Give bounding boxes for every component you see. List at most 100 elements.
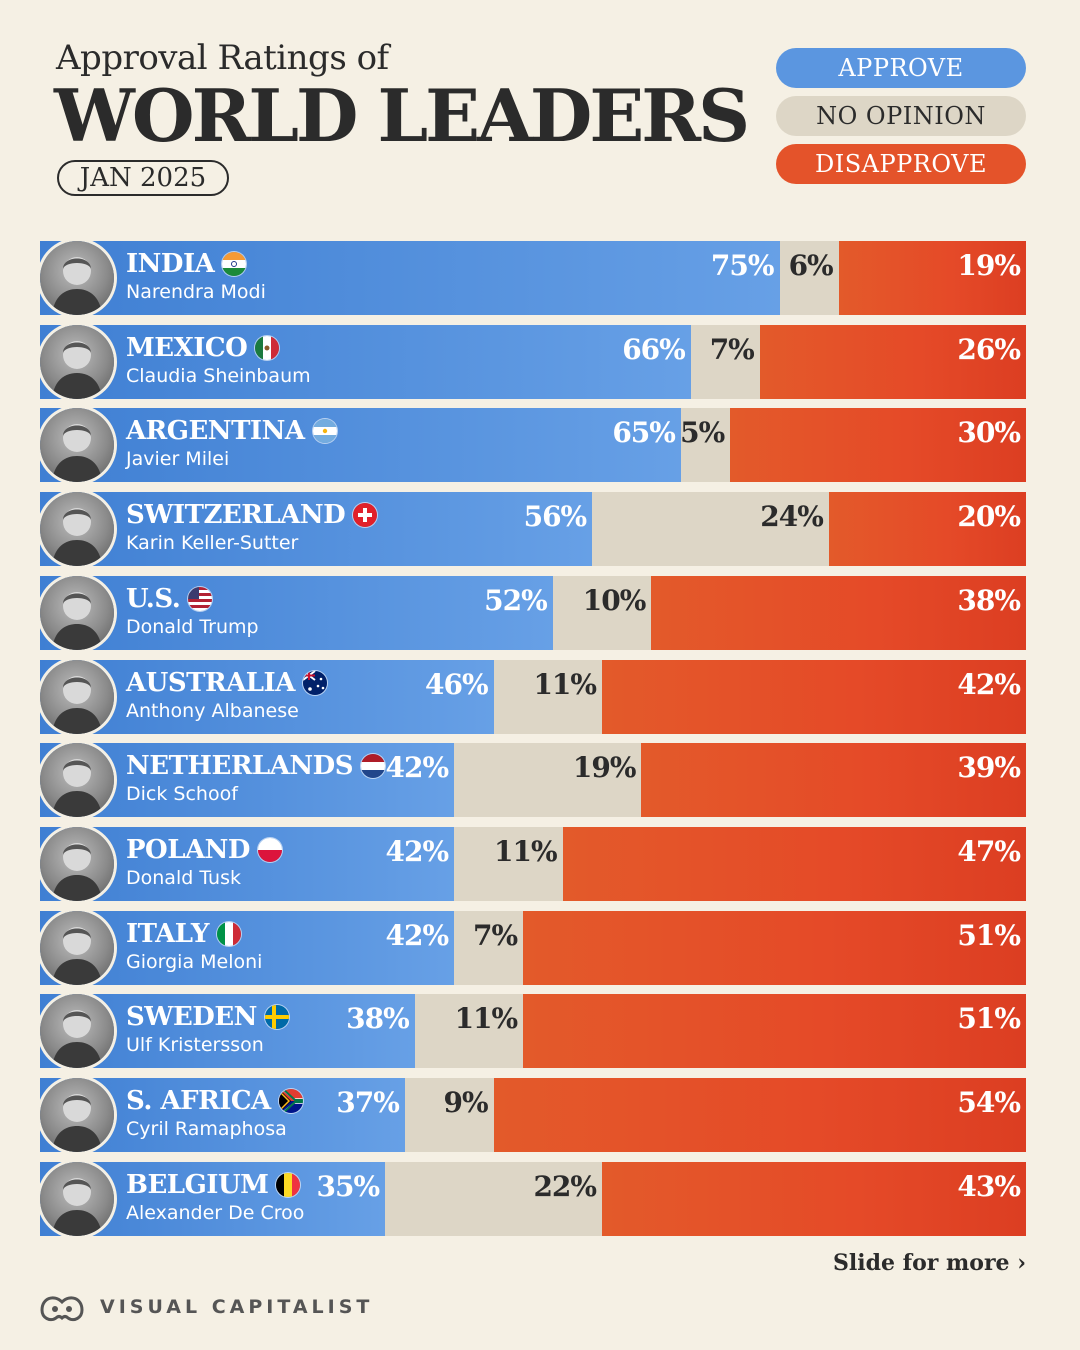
bar-no-opinion <box>690 325 760 399</box>
flag-india-icon <box>222 252 247 276</box>
disapprove-value-label: 39% <box>957 751 1021 784</box>
country-name: BELGIUM <box>126 1170 269 1200</box>
legend-no-opinion: NO OPINION <box>776 96 1026 136</box>
no-opinion-value-label: 11% <box>533 668 597 701</box>
country-name: U.S. <box>126 584 181 614</box>
country-label: SWITZERLAND <box>126 500 378 530</box>
leader-avatar <box>40 325 114 399</box>
flag-mexico-icon <box>255 336 280 360</box>
no-opinion-value-label: 10% <box>582 584 647 617</box>
leader-avatar <box>40 743 114 817</box>
country-label: MEXICO <box>126 333 280 363</box>
bar-disapprove <box>493 1078 1026 1152</box>
flag-sweden-icon <box>264 1005 289 1029</box>
approve-value-label: 42% <box>385 835 450 868</box>
leader-avatar <box>40 576 114 650</box>
country-label: NETHERLANDS <box>126 751 385 781</box>
approve-value-label: 75% <box>710 249 775 282</box>
chart-subtitle: Approval Ratings of <box>56 38 389 78</box>
bar-approve <box>40 325 691 399</box>
flag-italy-icon <box>216 922 241 946</box>
bar-disapprove <box>828 492 1026 566</box>
country-name: AUSTRALIA <box>126 668 295 698</box>
chart-row: ARGENTINA Javier Milei 65% 5% 30% <box>40 408 1026 482</box>
bar-disapprove <box>523 911 1026 985</box>
approve-value-label: 37% <box>336 1086 400 1119</box>
disapprove-value-label: 51% <box>957 919 1021 952</box>
bar-no-opinion <box>454 827 563 901</box>
bar-no-opinion <box>680 408 731 482</box>
chart-row: MEXICO Claudia Sheinbaum 66% 7% 26% <box>40 325 1026 399</box>
chart-row: ITALY Giorgia Meloni 42% 7% 51% <box>40 911 1026 985</box>
bar-no-opinion <box>552 576 652 650</box>
approve-value-label: 42% <box>385 751 450 784</box>
flag-argentina-icon <box>312 419 337 443</box>
no-opinion-value-label: 5% <box>680 416 725 449</box>
brand-name: VISUAL CAPITALIST <box>100 1296 374 1318</box>
flag-switzerland-icon <box>353 503 378 527</box>
chart-row: NETHERLANDS Dick Schoof 42% 19% 39% <box>40 743 1026 817</box>
country-name: POLAND <box>126 835 250 865</box>
bar-disapprove <box>602 660 1026 734</box>
bar-approve <box>40 241 780 315</box>
chart-row: U.S. Donald Trump 52% 10% 38% <box>40 576 1026 650</box>
flag-belgium-icon <box>276 1173 301 1197</box>
approve-value-label: 38% <box>346 1002 410 1035</box>
brand: VISUAL CAPITALIST <box>38 1290 373 1324</box>
disapprove-value-label: 30% <box>957 416 1021 449</box>
flag-usa-icon <box>188 587 213 611</box>
country-name: SWITZERLAND <box>126 500 346 530</box>
bar-no-opinion <box>493 660 602 734</box>
country-label: AUSTRALIA <box>126 668 327 698</box>
bar-approve <box>40 660 494 734</box>
bar-disapprove <box>523 994 1026 1068</box>
country-label: BELGIUM <box>126 1170 301 1200</box>
date-badge: JAN 2025 <box>57 160 229 196</box>
no-opinion-value-label: 22% <box>533 1170 597 1203</box>
leader-name: Alexander De Croo <box>126 1202 305 1224</box>
disapprove-value-label: 38% <box>957 584 1021 617</box>
country-name: NETHERLANDS <box>126 751 353 781</box>
slide-for-more-link[interactable]: Slide for more › <box>832 1250 1026 1276</box>
leader-name: Giorgia Meloni <box>126 951 263 973</box>
disapprove-value-label: 20% <box>957 500 1021 533</box>
leader-name: Claudia Sheinbaum <box>126 365 311 387</box>
chart-row: BELGIUM Alexander De Croo 35% 22% 43% <box>40 1162 1026 1236</box>
flag-netherlands-icon <box>360 754 385 778</box>
chart-row: S. AFRICA Cyril Ramaphosa 37% 9% 54% <box>40 1078 1026 1152</box>
leader-avatar <box>40 492 114 566</box>
flag-australia-icon <box>302 671 327 695</box>
disapprove-value-label: 19% <box>957 249 1021 282</box>
leader-avatar <box>40 241 114 315</box>
bar-disapprove <box>838 241 1026 315</box>
country-label: ITALY <box>126 919 241 949</box>
chart-row: SWEDEN Ulf Kristersson 38% 11% 51% <box>40 994 1026 1068</box>
chart-row: INDIA Narendra Modi 75% 6% 19% <box>40 241 1026 315</box>
leader-name: Donald Trump <box>126 616 259 638</box>
bar-approve <box>40 576 553 650</box>
disapprove-value-label: 51% <box>957 1002 1021 1035</box>
bar-disapprove <box>651 576 1026 650</box>
bar-disapprove <box>730 408 1026 482</box>
bar-no-opinion <box>414 994 524 1068</box>
bar-no-opinion <box>592 492 829 566</box>
leader-avatar <box>40 827 114 901</box>
chart-row: POLAND Donald Tusk 42% 11% 47% <box>40 827 1026 901</box>
country-name: ITALY <box>126 919 209 949</box>
approve-value-label: 46% <box>424 668 489 701</box>
bar-disapprove <box>602 1162 1026 1236</box>
no-opinion-value-label: 7% <box>473 919 518 952</box>
leader-name: Karin Keller-Sutter <box>126 532 299 554</box>
bar-disapprove <box>759 325 1026 399</box>
leader-avatar <box>40 1162 114 1236</box>
disapprove-value-label: 42% <box>957 668 1021 701</box>
bar-disapprove <box>562 827 1026 901</box>
chart-row: SWITZERLAND Karin Keller-Sutter 56% 24% 20% <box>40 492 1026 566</box>
bar-no-opinion <box>454 743 642 817</box>
country-label: INDIA <box>126 249 247 279</box>
disapprove-value-label: 26% <box>957 333 1021 366</box>
leader-avatar <box>40 660 114 734</box>
country-name: MEXICO <box>126 333 248 363</box>
country-label: S. AFRICA <box>126 1086 303 1116</box>
bar-no-opinion <box>404 1078 494 1152</box>
